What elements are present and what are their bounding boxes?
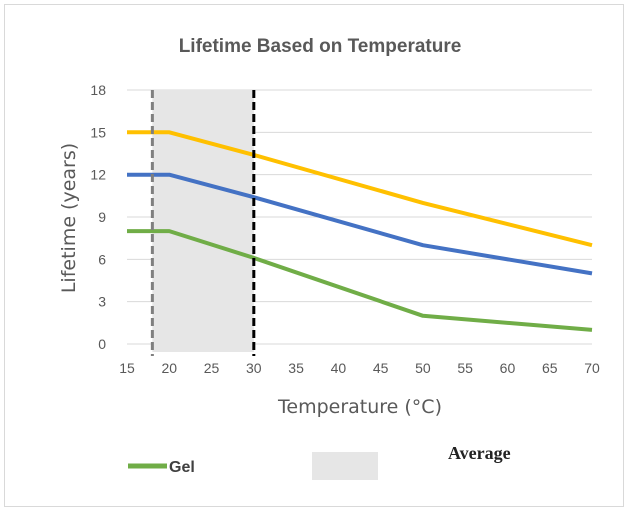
x-tick-label-70: 70 xyxy=(584,360,600,376)
x-tick-label-15: 15 xyxy=(119,360,135,376)
legend-gel-label: Gel xyxy=(169,459,195,476)
x-tick-label-25: 25 xyxy=(204,360,220,376)
tick-labels-layer: 0 3 6 9 12 15 18 15 20 25 30 35 40 45 50 55 60 65 70 xyxy=(90,82,600,376)
chart-frame xyxy=(4,4,624,507)
shaded-region-layer xyxy=(152,90,254,352)
reference-lines-layer xyxy=(150,90,256,356)
legend: Gel Average xyxy=(128,443,511,480)
x-tick-label-45: 45 xyxy=(373,360,389,376)
y-tick-label-6: 6 xyxy=(98,251,106,267)
legend-average-label: Average xyxy=(448,443,511,463)
chart-title: Lifetime Based on Temperature xyxy=(179,36,462,57)
x-tick-label-30: 30 xyxy=(246,360,262,376)
x-tick-label-35: 35 xyxy=(288,360,304,376)
y-tick-label-9: 9 xyxy=(98,209,106,225)
y-tick-label-12: 12 xyxy=(90,167,106,183)
average-region xyxy=(152,90,254,352)
x-axis-label: Temperature (°C) xyxy=(277,396,442,418)
y-tick-label-3: 3 xyxy=(98,294,106,310)
x-tick-label-65: 65 xyxy=(542,360,558,376)
series-line-gel xyxy=(127,229,593,332)
y-axis-label: Lifetime (years) xyxy=(58,143,80,293)
x-tick-label-40: 40 xyxy=(331,360,347,376)
y-tick-label-15: 15 xyxy=(90,124,106,140)
y-tick-label-0: 0 xyxy=(98,336,106,352)
x-tick-label-55: 55 xyxy=(457,360,473,376)
x-tick-label-60: 60 xyxy=(500,360,516,376)
x-tick-label-50: 50 xyxy=(415,360,431,376)
x-tick-label-20: 20 xyxy=(161,360,177,376)
legend-average-swatch xyxy=(312,452,378,480)
series-line-2 xyxy=(127,172,593,276)
y-tick-label-18: 18 xyxy=(90,82,106,98)
